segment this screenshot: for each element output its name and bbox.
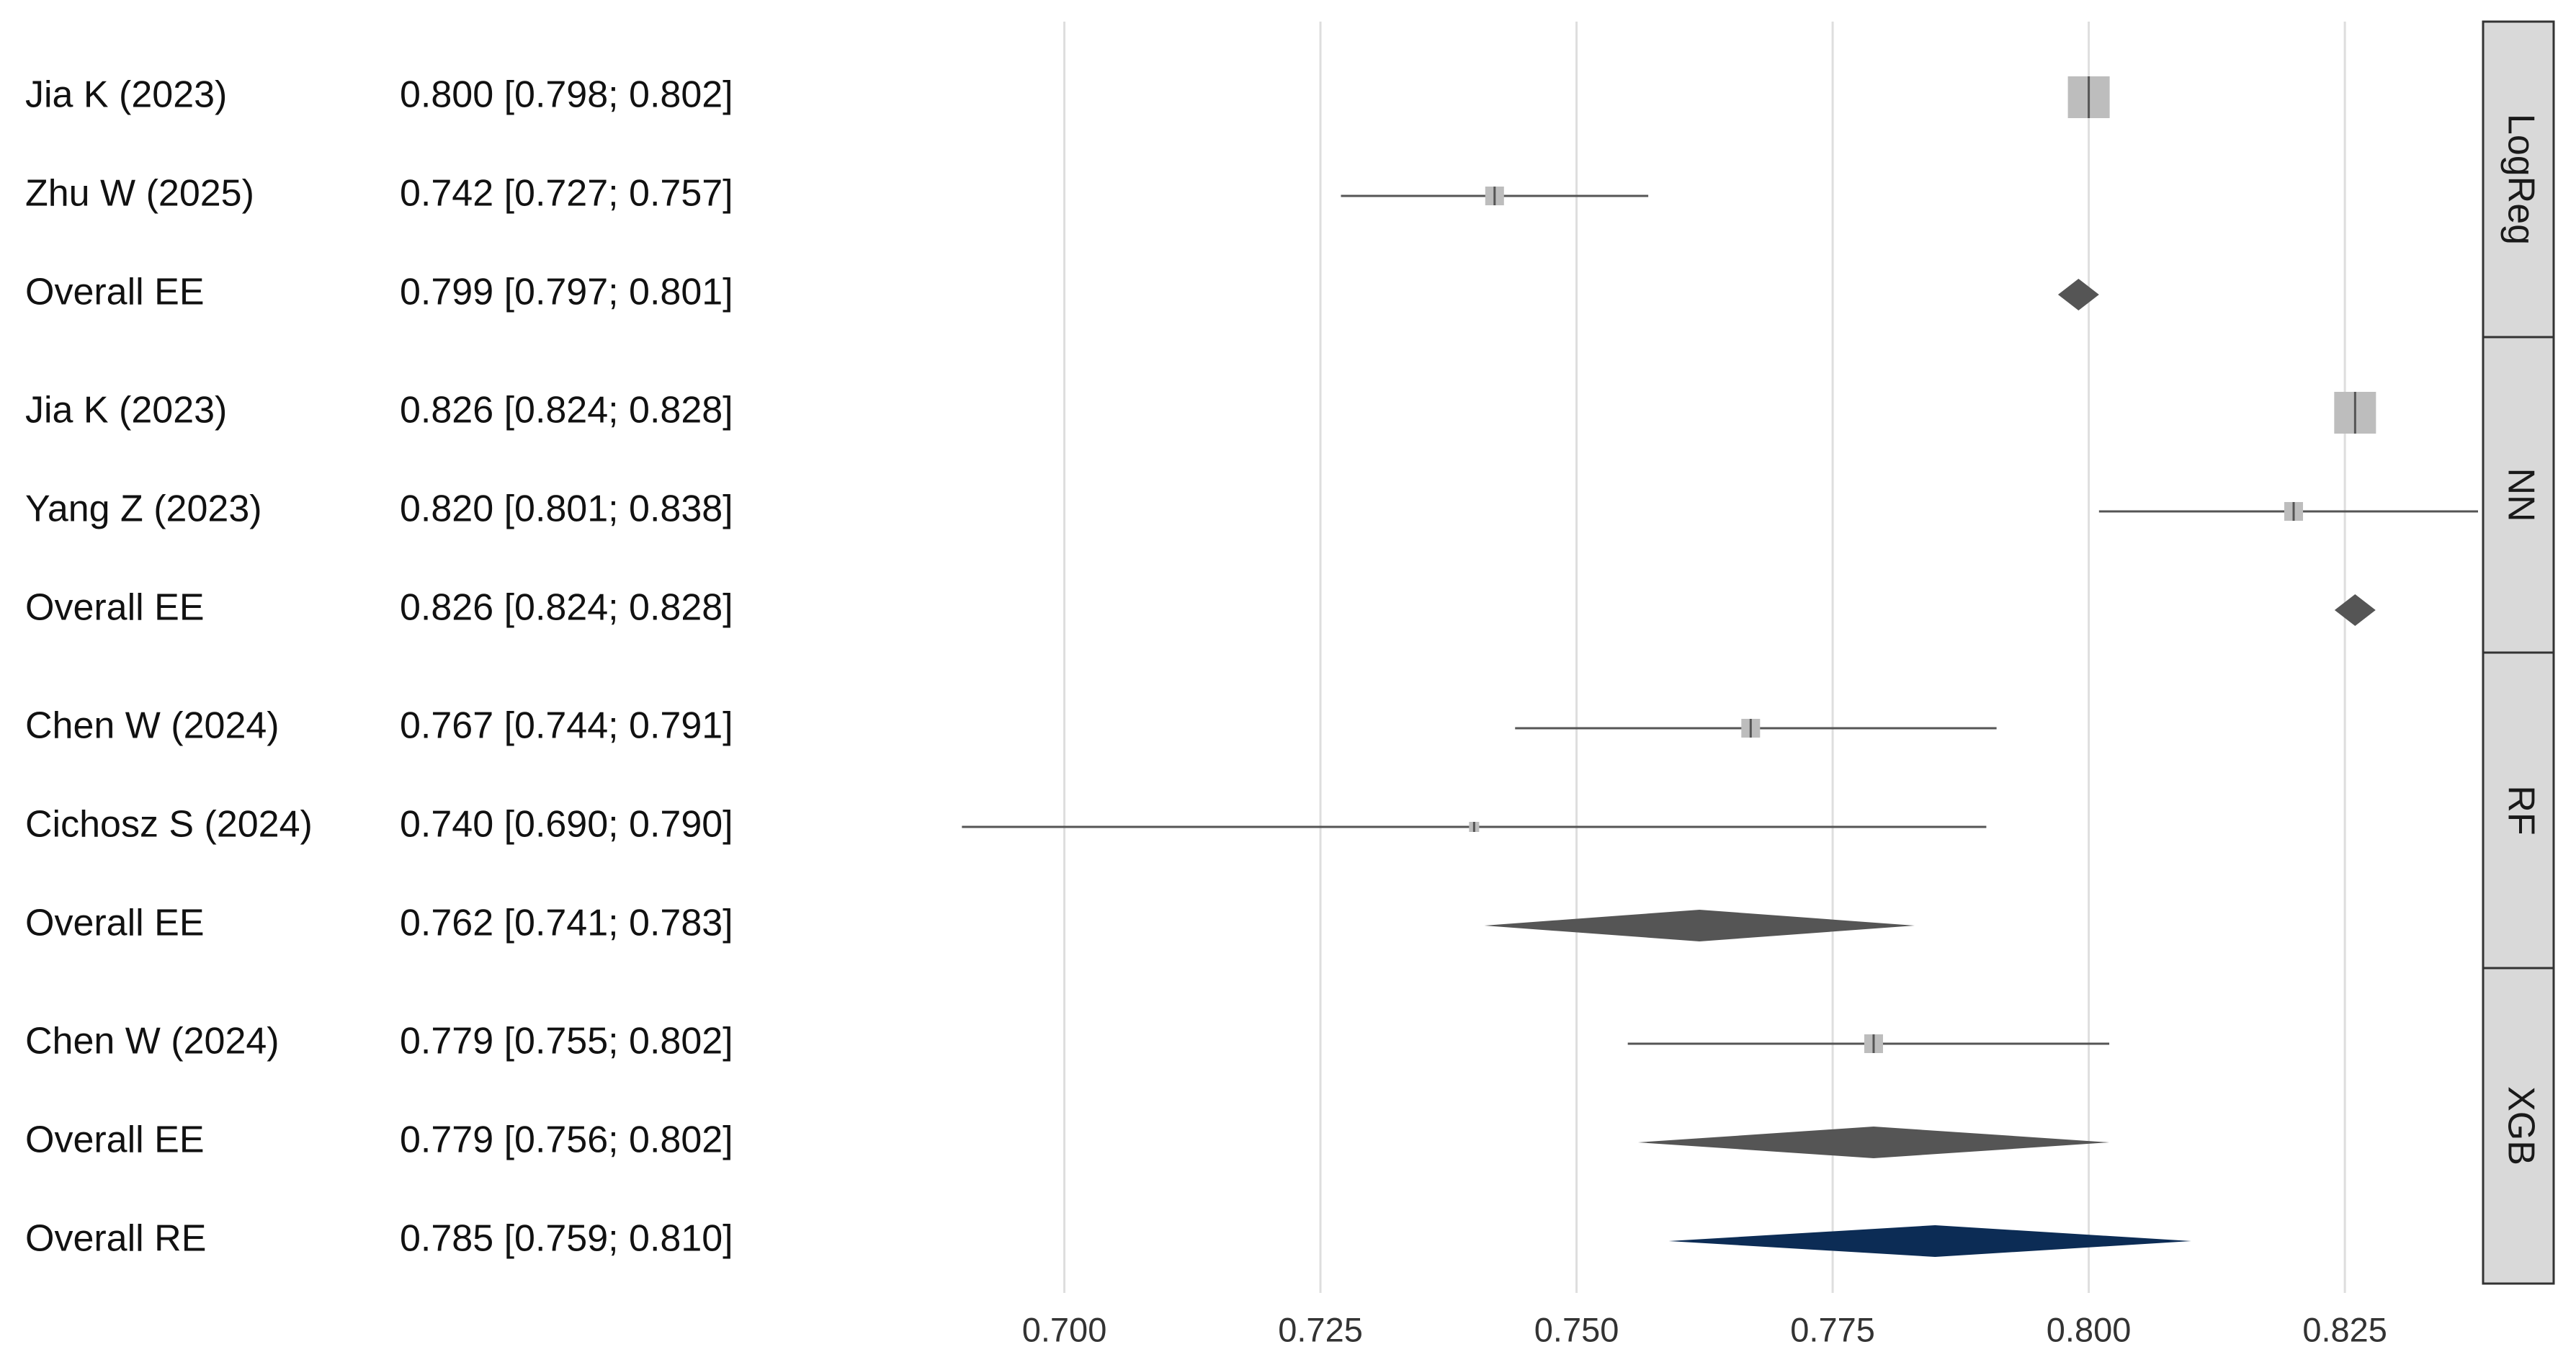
grid-lines [1063, 22, 2346, 1293]
study-label: Jia K (2023) [25, 74, 227, 116]
effect-ci-text: 0.742 [0.727; 0.757] [400, 173, 733, 215]
x-tick-label: 0.775 [1790, 1310, 1875, 1348]
effect-ci-text: 0.767 [0.744; 0.791] [400, 705, 733, 747]
common-effect-diamond [2334, 594, 2376, 626]
study-label: Overall EE [25, 587, 205, 629]
effect-ci-text: 0.826 [0.824; 0.828] [400, 390, 733, 431]
effect-ci-text: 0.779 [0.756; 0.802] [400, 1119, 733, 1161]
x-tick-label: 0.825 [2302, 1310, 2387, 1348]
study-label: Jia K (2023) [25, 390, 227, 431]
facet-strips: LogReg NN RF XGB [2482, 20, 2555, 1285]
facet-strip [2482, 651, 2555, 970]
common-effect-diamond [2057, 279, 2099, 310]
effect-ci-text: 0.740 [0.690; 0.790] [400, 804, 733, 846]
study-label: Chen W (2024) [25, 705, 279, 747]
x-tick-label: 0.800 [2047, 1310, 2132, 1348]
study-label: Yang Z (2023) [25, 488, 262, 530]
effect-ci-text: 0.779 [0.755; 0.802] [400, 1021, 733, 1062]
effect-ci-text: 0.762 [0.741; 0.783] [400, 903, 733, 944]
plot-marks [962, 76, 2478, 1257]
effect-ci-text: 0.820 [0.801; 0.838] [400, 488, 733, 530]
facet-strip [2482, 967, 2555, 1285]
facet-strip-label: RF [2500, 785, 2541, 835]
common-effect-diamond [1484, 910, 1915, 941]
facet-strip-label: LogReg [2500, 114, 2541, 245]
study-label: Cichosz S (2024) [25, 804, 313, 846]
effect-ci-text: 0.785 [0.759; 0.810] [400, 1218, 733, 1260]
study-label: Overall EE [25, 1119, 205, 1161]
study-label: Overall EE [25, 272, 205, 313]
facet-strip-label: NN [2500, 467, 2541, 521]
x-tick-label: 0.700 [1022, 1310, 1107, 1348]
facet-strip [2482, 336, 2555, 654]
random-effects-diamond [1668, 1225, 2191, 1257]
row-labels: Jia K (2023) 0.800 [0.798; 0.802] Zhu W (2… [25, 74, 733, 1260]
facet-strip-label: XGB [2500, 1086, 2541, 1165]
study-label: Zhu W (2025) [25, 173, 254, 215]
x-tick-label: 0.725 [1278, 1310, 1363, 1348]
x-axis: 0.700 0.725 0.750 0.775 0.800 0.825 [1022, 1310, 2387, 1348]
effect-ci-text: 0.826 [0.824; 0.828] [400, 587, 733, 629]
effect-ci-text: 0.799 [0.797; 0.801] [400, 272, 733, 313]
effect-ci-text: 0.800 [0.798; 0.802] [400, 74, 733, 116]
x-tick-label: 0.750 [1534, 1310, 1619, 1348]
study-label: Chen W (2024) [25, 1021, 279, 1062]
study-label: Overall RE [25, 1218, 206, 1260]
study-label: Overall EE [25, 903, 205, 944]
common-effect-diamond [1637, 1127, 2110, 1158]
